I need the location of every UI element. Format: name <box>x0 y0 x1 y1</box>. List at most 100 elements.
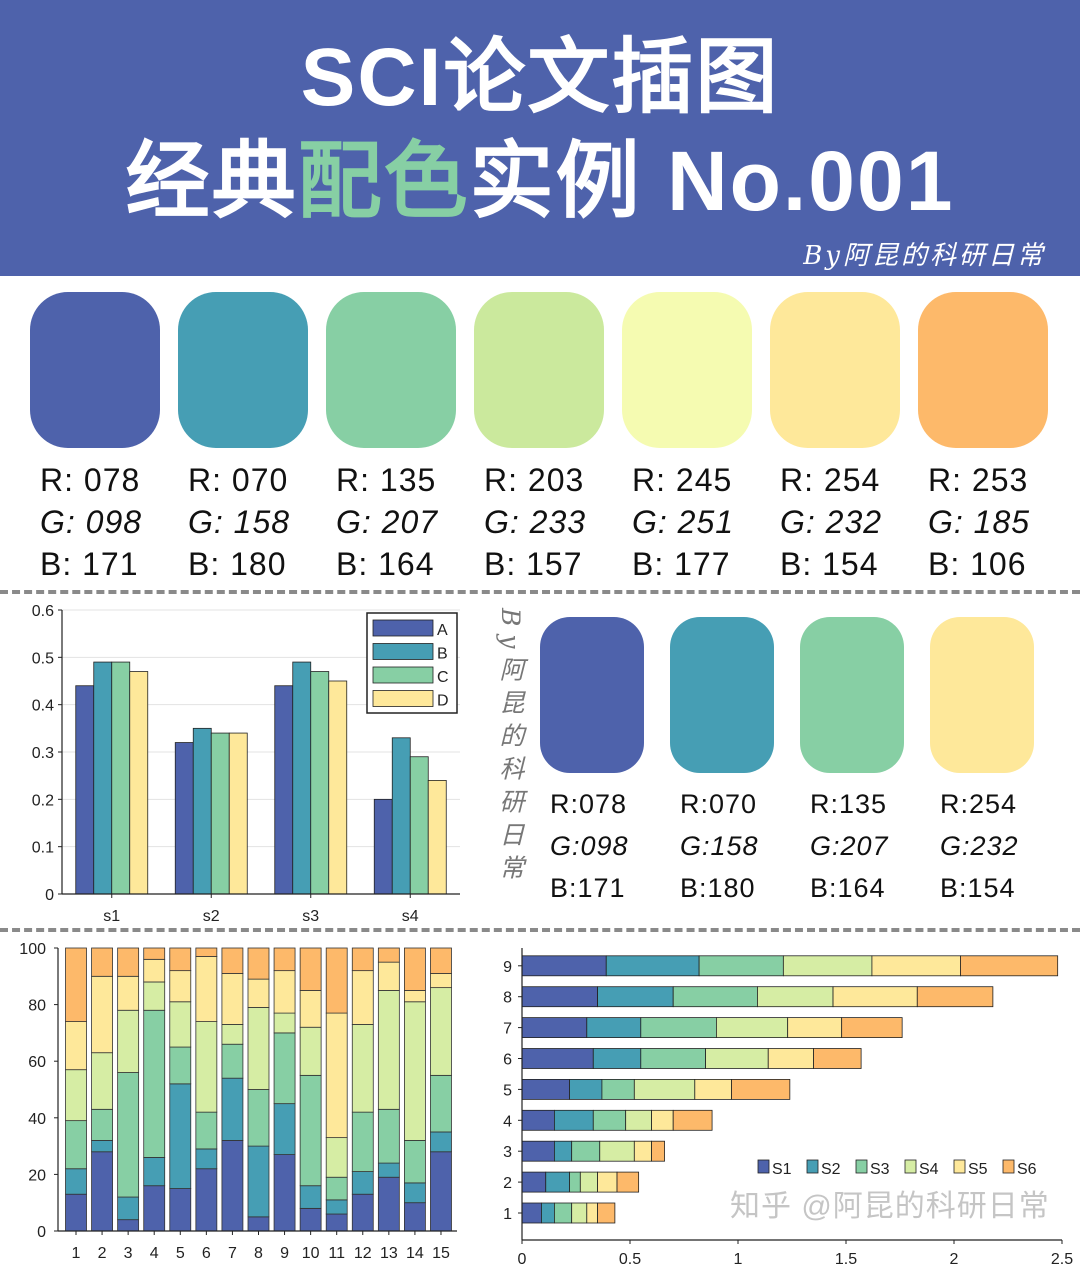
y-tick-label: 20 <box>28 1167 46 1184</box>
stack-segment <box>430 973 452 989</box>
stack-segment <box>325 1137 348 1178</box>
r-value: R: 078 <box>40 462 141 498</box>
stack-segment <box>430 1074 452 1133</box>
stack-segment <box>351 947 374 972</box>
stack-segment <box>351 1111 374 1172</box>
stack-segment <box>273 1012 296 1034</box>
x-tick-label: 7 <box>228 1245 237 1262</box>
stack-segment <box>960 955 1059 977</box>
x-tick-label: s1 <box>103 908 120 925</box>
x-tick-label: s3 <box>302 908 319 925</box>
stack-segment <box>273 970 296 1014</box>
y-tick-label: 0.6 <box>32 603 54 620</box>
stack-segment <box>651 1140 665 1162</box>
rgb-values: R: 253 G: 185 B: 106 <box>928 459 1030 585</box>
x-tick-label: 13 <box>380 1245 398 1262</box>
g-value: G: 158 <box>188 504 291 540</box>
legend-label: D <box>437 693 449 710</box>
y-tick-label: 100 <box>19 941 46 958</box>
x-tick-label: 2 <box>98 1245 107 1262</box>
stack-segment <box>299 1074 322 1187</box>
legend-swatch <box>372 666 434 684</box>
legend-swatch <box>372 619 434 637</box>
r-value: R: 070 <box>188 462 289 498</box>
b-value: B: 171 <box>40 546 139 582</box>
stack-segment <box>65 1168 87 1195</box>
r-value: R:070 <box>680 789 758 819</box>
y-tick-label: 0.1 <box>32 840 54 857</box>
stack-segment <box>787 1017 843 1038</box>
stack-segment <box>698 955 784 977</box>
stack-segment <box>143 947 166 960</box>
bar <box>75 685 95 895</box>
stack-segment <box>377 990 400 1110</box>
r-value: R:135 <box>810 789 888 819</box>
x-tick-label: 5 <box>176 1245 185 1262</box>
stack-segment <box>65 1069 87 1122</box>
stack-segment <box>554 1140 573 1162</box>
b-value: B: 177 <box>632 546 731 582</box>
title-part: 经典 <box>125 134 298 228</box>
r-value: R: 254 <box>780 462 881 498</box>
x-tick-label: 15 <box>432 1245 450 1262</box>
legend-label: S4 <box>919 1161 939 1178</box>
stack-segment <box>117 1072 140 1198</box>
stack-segment <box>430 987 452 1076</box>
stack-segment <box>404 1202 426 1232</box>
y-tick-label: 40 <box>28 1111 46 1128</box>
color-swatch <box>622 292 752 448</box>
stack-segment <box>91 1151 113 1232</box>
stack-segment <box>247 978 270 1008</box>
x-tick-label: 1.5 <box>835 1251 857 1268</box>
stack-segment <box>633 1079 696 1100</box>
legend-swatch <box>372 643 434 660</box>
legend-swatch <box>904 1159 917 1174</box>
r-value: R: 253 <box>928 462 1029 498</box>
stack-segment <box>633 1140 653 1162</box>
stack-segment <box>521 1109 555 1131</box>
stack-segment <box>247 947 270 980</box>
stack-segment <box>554 1109 594 1131</box>
y-tick-label: 0.2 <box>32 792 54 809</box>
y-tick-label: 0 <box>45 887 54 904</box>
stack-segment <box>117 1219 140 1232</box>
x-tick-label: 2 <box>950 1251 959 1268</box>
stack-segment <box>571 1202 588 1224</box>
stack-segment <box>640 1048 706 1069</box>
y-tick-label: 9 <box>503 959 512 976</box>
g-value: G: 233 <box>484 504 587 540</box>
g-value: G: 185 <box>928 504 1031 540</box>
title-line-1: SCI论文插图 <box>300 32 780 123</box>
stack-segment <box>299 947 322 991</box>
stack-segment <box>65 947 87 1022</box>
stack-segment <box>916 986 994 1008</box>
stack-segment <box>571 1140 601 1162</box>
stack-segment <box>143 1185 166 1232</box>
y-tick-label: 2 <box>503 1175 512 1192</box>
stack-segment <box>221 1043 244 1079</box>
rgb-values: R:070 G:158 B:180 <box>680 783 759 909</box>
b-value: B:154 <box>940 873 1016 903</box>
stack-segment <box>117 947 140 977</box>
bar <box>174 742 194 895</box>
r-value: R:254 <box>940 789 1018 819</box>
rgb-values: R: 254 G: 232 B: 154 <box>780 459 882 585</box>
stack-segment <box>247 1216 270 1232</box>
title-highlight: 配色 <box>297 134 470 228</box>
legend-label: S6 <box>1017 1161 1037 1178</box>
zhihu-watermark: 知乎 @阿昆的科研日常 <box>730 1190 1050 1223</box>
stack-segment <box>430 1151 452 1232</box>
stack-segment <box>65 1120 87 1170</box>
stack-segment <box>569 1079 603 1100</box>
legend-label: C <box>437 669 449 686</box>
stack-segment <box>351 970 374 1025</box>
stack-segment <box>91 1052 113 1110</box>
stack-segment <box>221 1024 244 1045</box>
legend-label: B <box>437 646 448 663</box>
stack-segment <box>325 1199 348 1215</box>
stack-segment <box>273 1103 296 1155</box>
stack-segment <box>377 961 400 991</box>
b-value: B:171 <box>550 873 626 903</box>
bar <box>274 685 294 895</box>
g-value: G: 207 <box>336 504 439 540</box>
